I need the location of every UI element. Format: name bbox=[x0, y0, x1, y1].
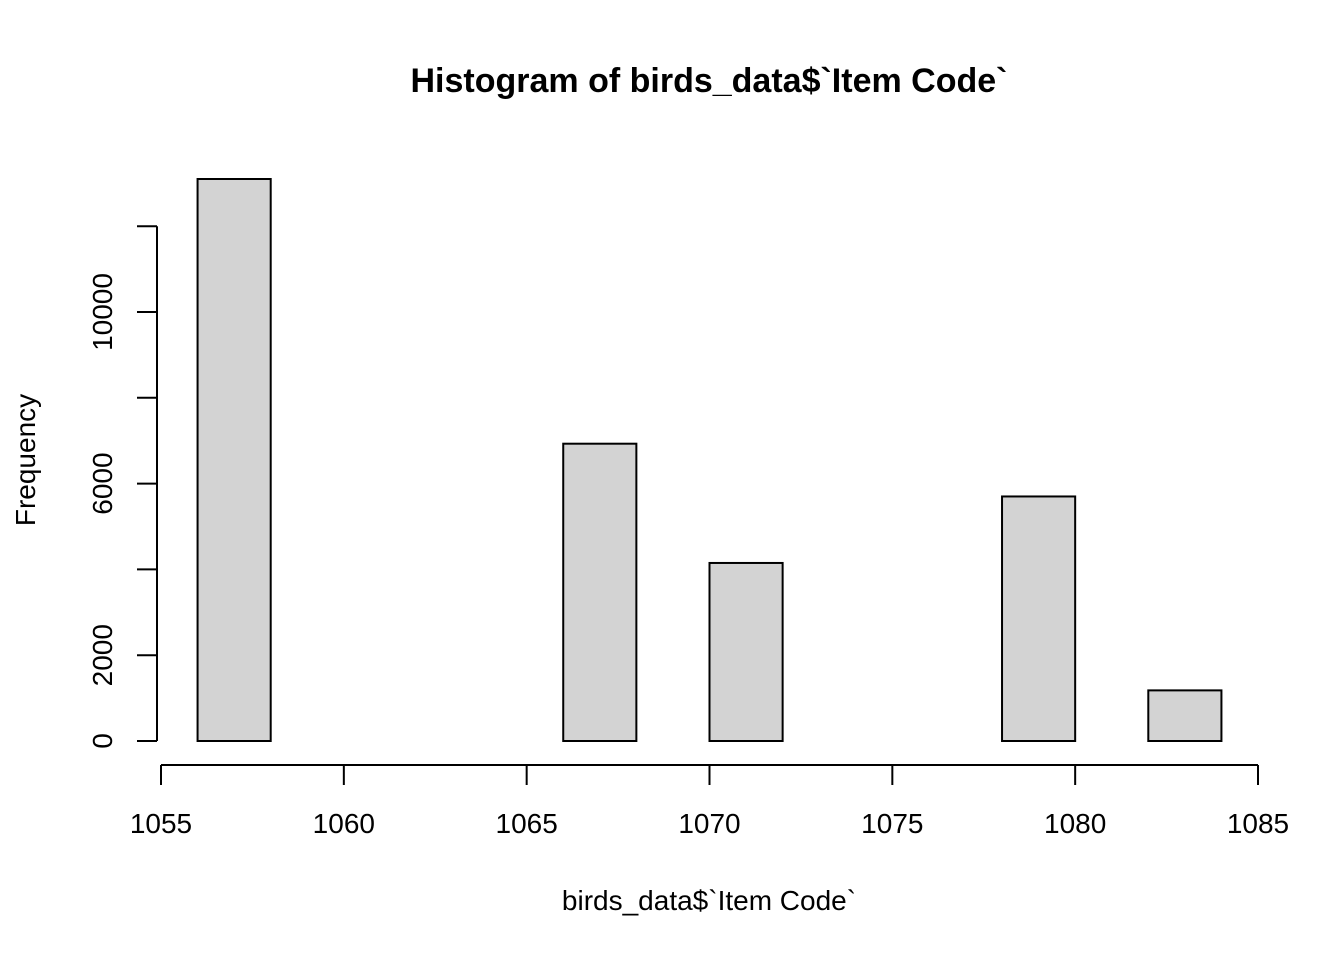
x-tick-label: 1060 bbox=[313, 808, 375, 839]
histogram-bar-7 bbox=[708, 561, 784, 743]
y-tick-label: 10000 bbox=[87, 273, 118, 351]
x-tick-label: 1065 bbox=[496, 808, 558, 839]
histogram-bar-0 bbox=[196, 178, 272, 742]
chart-title: Histogram of birds_data$`Item Code` bbox=[411, 62, 1008, 100]
x-tick-label: 1080 bbox=[1044, 808, 1106, 839]
x-tick-label: 1075 bbox=[861, 808, 923, 839]
histogram-bar-11 bbox=[1001, 495, 1077, 742]
x-tick-label: 1055 bbox=[130, 808, 192, 839]
histogram-bar-13 bbox=[1147, 689, 1223, 742]
y-tick-label: 2000 bbox=[87, 624, 118, 686]
y-axis: 0 2000 6000 10000 bbox=[87, 225, 158, 749]
x-axis-label: birds_data$`Item Code` bbox=[562, 885, 856, 916]
x-tick-label: 1085 bbox=[1227, 808, 1289, 839]
y-tick-label: 6000 bbox=[87, 452, 118, 514]
x-axis: 1055 1060 1065 1070 1075 1080 1085 bbox=[130, 764, 1289, 839]
histogram-bar-5 bbox=[562, 442, 638, 742]
bars-group bbox=[196, 178, 1223, 743]
x-tick-label: 1070 bbox=[678, 808, 740, 839]
y-tick-label: 0 bbox=[87, 733, 118, 749]
y-axis-label: Frequency bbox=[10, 394, 41, 526]
